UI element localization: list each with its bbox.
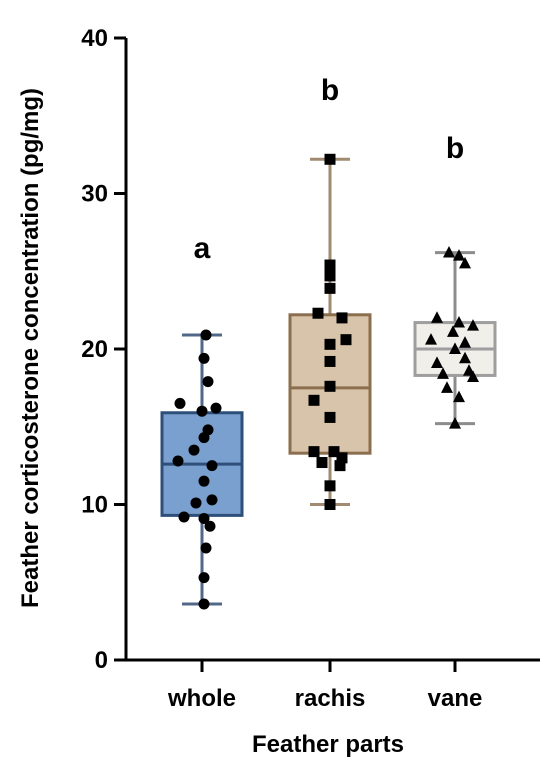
data-point (308, 394, 320, 406)
labels: a b b (194, 74, 465, 265)
data-point (172, 455, 184, 467)
data-point (312, 307, 324, 319)
data-point (198, 572, 210, 584)
data-point (336, 312, 348, 324)
data-point (453, 249, 465, 261)
y-tick-label: 20 (81, 336, 108, 363)
data-point (431, 311, 443, 323)
box-whole (160, 333, 244, 606)
data-point (449, 342, 461, 354)
y-tick-label: 40 (81, 25, 108, 52)
data-point (459, 256, 471, 269)
data-point (324, 480, 336, 492)
data-point (441, 381, 453, 393)
data-point (437, 367, 449, 379)
data-point (453, 315, 465, 328)
data-point (431, 356, 443, 368)
data-point (316, 457, 328, 469)
data-point (467, 319, 479, 331)
data-point (334, 460, 346, 472)
data-point (178, 511, 190, 523)
data-point (328, 446, 340, 458)
data-point (447, 325, 459, 337)
y-tick-label: 30 (81, 181, 108, 208)
significance-label: b (321, 74, 339, 107)
data-point (206, 460, 218, 472)
data-point (198, 475, 210, 487)
x-tick-label: whole (167, 685, 236, 712)
data-point (204, 520, 216, 532)
data-point (336, 452, 348, 464)
data-point (324, 499, 336, 510)
data-point (198, 432, 210, 444)
x-tick-label: vane (428, 685, 483, 712)
data-point (206, 494, 218, 506)
data-point (200, 329, 212, 341)
data-point (324, 411, 336, 423)
data-point (324, 270, 336, 282)
data-point (467, 370, 479, 382)
data-point (324, 338, 336, 350)
data-point (210, 402, 222, 414)
significance-label: a (194, 232, 211, 265)
data-point (340, 334, 352, 346)
data-point (324, 153, 336, 165)
data-point (459, 351, 471, 364)
data-point (449, 417, 461, 429)
x-axis: whole rachis vane (124, 658, 540, 712)
significance-label: b (446, 132, 464, 165)
data-point (188, 444, 200, 456)
box-vane (413, 251, 497, 426)
data-point (190, 497, 202, 509)
y-tick-label: 0 (95, 647, 108, 674)
data-point (198, 598, 210, 610)
data-point (324, 355, 336, 367)
data-point (324, 259, 336, 271)
data-point (425, 333, 437, 345)
data-points (172, 153, 479, 610)
data-point (459, 336, 471, 348)
x-axis-title: Feather parts (252, 731, 404, 758)
data-point (202, 376, 214, 388)
data-point (174, 397, 186, 409)
y-tick-label: 10 (81, 492, 108, 519)
data-point (198, 352, 210, 364)
data-point (324, 282, 336, 294)
data-point (196, 405, 208, 417)
data-point (308, 446, 320, 458)
y-axis: 0 10 20 30 40 (81, 25, 128, 674)
data-point (200, 542, 212, 554)
data-point (453, 390, 465, 403)
data-point (443, 245, 455, 258)
x-tick-label: rachis (295, 685, 366, 712)
y-axis-title: Feather corticosterone concentration (pg… (17, 88, 44, 608)
data-point (324, 380, 336, 392)
data-point (198, 512, 210, 524)
